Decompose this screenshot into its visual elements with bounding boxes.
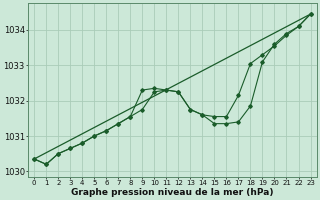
X-axis label: Graphe pression niveau de la mer (hPa): Graphe pression niveau de la mer (hPa) (71, 188, 274, 197)
